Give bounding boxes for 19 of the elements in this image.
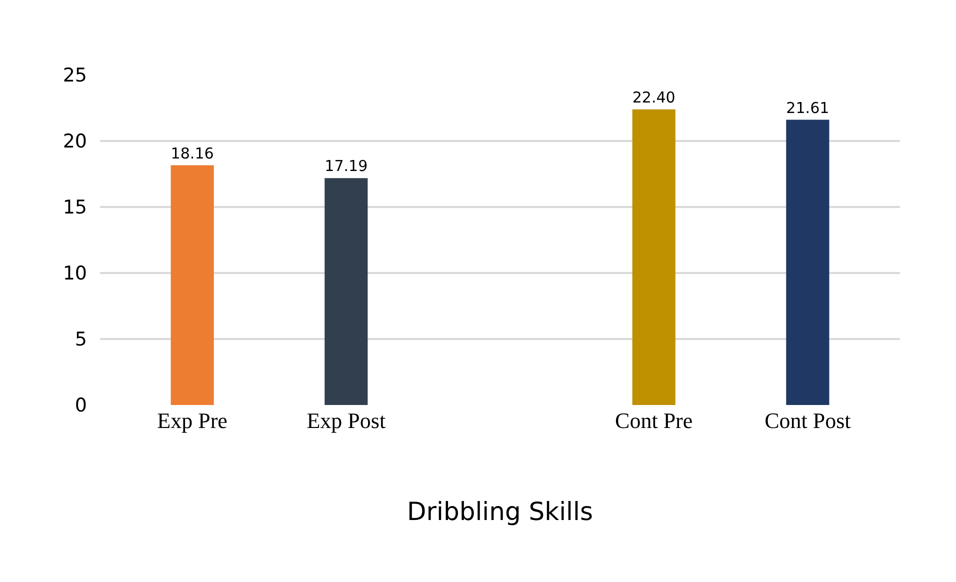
- bar: [324, 178, 368, 405]
- x-tick-label: Exp Pre: [157, 408, 228, 433]
- x-tick-label: Cont Pre: [615, 408, 693, 433]
- bar: [170, 165, 214, 405]
- x-tick-label: Exp Post: [306, 408, 386, 433]
- bar: [786, 120, 830, 405]
- data-label: 22.40: [632, 88, 676, 106]
- y-tick-label: 0: [74, 394, 87, 417]
- y-tick-label: 25: [62, 64, 87, 87]
- y-tick-label: 5: [74, 328, 87, 351]
- bar: [632, 109, 676, 405]
- data-label: 21.61: [786, 98, 830, 117]
- y-tick-label: 10: [62, 262, 87, 285]
- data-label: 17.19: [324, 157, 368, 176]
- x-tick-label: Cont Post: [764, 408, 851, 433]
- x-axis-title: Dribbling Skills: [407, 497, 593, 526]
- data-label: 18.16: [170, 144, 214, 162]
- y-tick-label: 20: [62, 130, 87, 153]
- y-tick-label: 15: [62, 196, 87, 219]
